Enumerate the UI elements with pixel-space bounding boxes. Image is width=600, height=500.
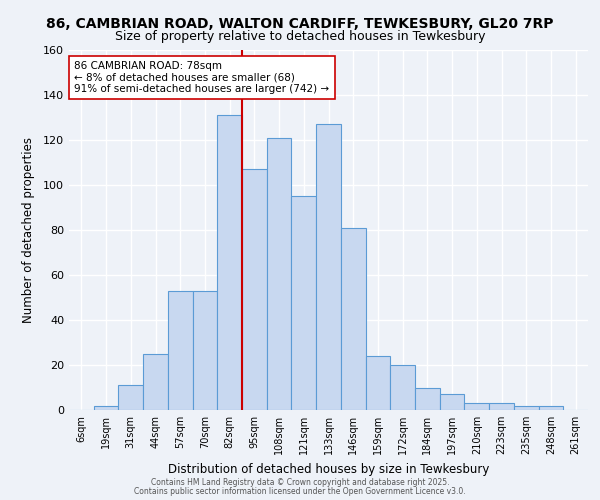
Bar bbox=[440, 394, 464, 410]
Text: Contains public sector information licensed under the Open Government Licence v3: Contains public sector information licen… bbox=[134, 487, 466, 496]
Bar bbox=[415, 388, 440, 410]
Bar bbox=[539, 406, 563, 410]
Bar bbox=[365, 356, 390, 410]
Bar bbox=[242, 170, 267, 410]
Bar bbox=[464, 403, 489, 410]
Bar bbox=[514, 406, 539, 410]
X-axis label: Distribution of detached houses by size in Tewkesbury: Distribution of detached houses by size … bbox=[168, 462, 489, 475]
Bar bbox=[341, 228, 365, 410]
Bar bbox=[94, 406, 118, 410]
Text: 86 CAMBRIAN ROAD: 78sqm
← 8% of detached houses are smaller (68)
91% of semi-det: 86 CAMBRIAN ROAD: 78sqm ← 8% of detached… bbox=[74, 61, 329, 94]
Bar bbox=[143, 354, 168, 410]
Bar bbox=[267, 138, 292, 410]
Bar bbox=[168, 291, 193, 410]
Bar bbox=[292, 196, 316, 410]
Bar bbox=[390, 365, 415, 410]
Bar bbox=[118, 385, 143, 410]
Y-axis label: Number of detached properties: Number of detached properties bbox=[22, 137, 35, 323]
Text: 86, CAMBRIAN ROAD, WALTON CARDIFF, TEWKESBURY, GL20 7RP: 86, CAMBRIAN ROAD, WALTON CARDIFF, TEWKE… bbox=[46, 18, 554, 32]
Bar bbox=[217, 116, 242, 410]
Text: Size of property relative to detached houses in Tewkesbury: Size of property relative to detached ho… bbox=[115, 30, 485, 43]
Bar bbox=[193, 291, 217, 410]
Bar bbox=[489, 403, 514, 410]
Bar bbox=[316, 124, 341, 410]
Text: Contains HM Land Registry data © Crown copyright and database right 2025.: Contains HM Land Registry data © Crown c… bbox=[151, 478, 449, 487]
